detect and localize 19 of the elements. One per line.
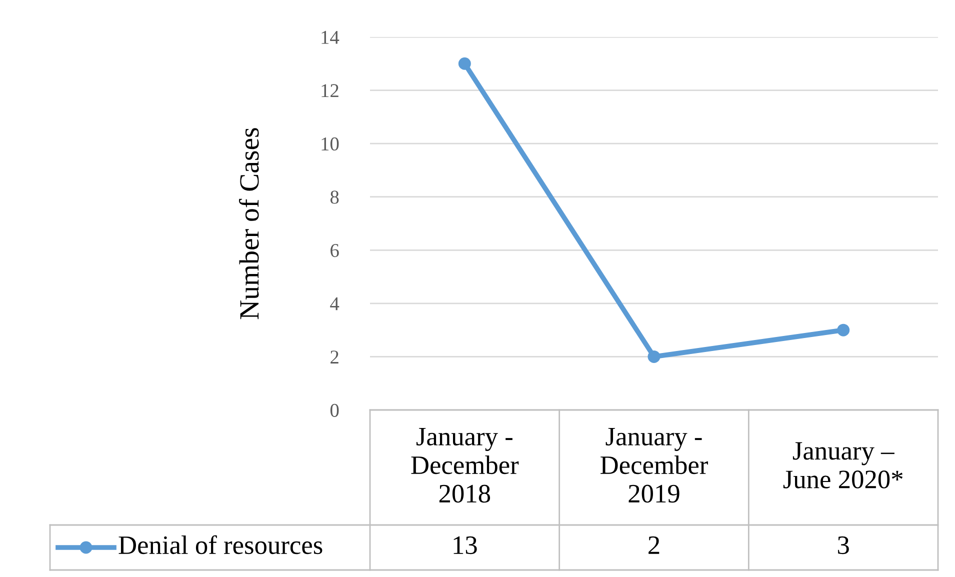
data-label: 2 (648, 536, 660, 554)
data-label: 13 (454, 536, 477, 554)
legend-label: Denial of resources (118, 535, 322, 554)
y-tick-label: 4 (330, 297, 340, 310)
y-tick-label: 6 (330, 244, 339, 258)
y-tick-label: 10 (322, 137, 339, 151)
y-tick-label: 8 (330, 190, 339, 204)
y-tick-label: 14 (322, 30, 340, 44)
point (458, 57, 471, 70)
x-tick-label: January - December 2018 (411, 428, 519, 503)
y-axis-title: Number of Cases (238, 128, 259, 320)
y-tick-label: 12 (322, 84, 338, 98)
data-label: 3 (838, 536, 849, 554)
x-tick-label: January - December 2019 (600, 428, 708, 503)
y-tick-label: 2 (330, 350, 338, 364)
point (837, 324, 850, 336)
x-tick-label: January – June 2020* (783, 442, 903, 488)
y-tick-label: 0 (330, 404, 339, 417)
point (648, 350, 660, 363)
